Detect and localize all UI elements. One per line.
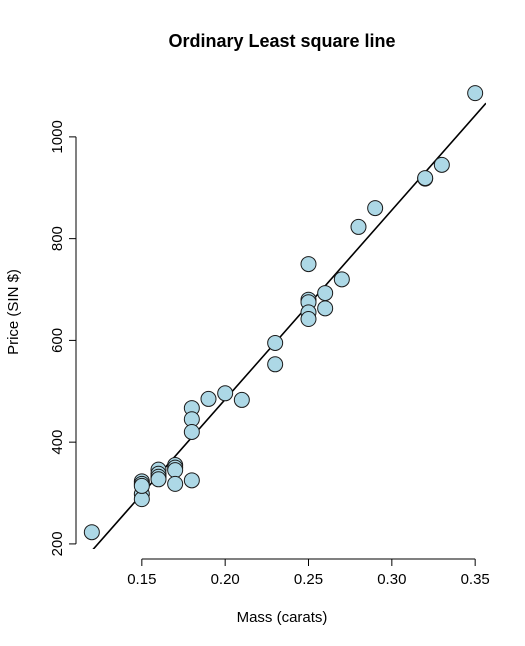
x-tick-label: 0.20 bbox=[211, 571, 240, 588]
data-point bbox=[350, 218, 367, 235]
data-point bbox=[200, 390, 217, 407]
x-tick-label: 0.25 bbox=[294, 571, 323, 588]
y-tick-label: 600 bbox=[49, 328, 66, 353]
data-point bbox=[167, 475, 184, 492]
data-point bbox=[417, 170, 434, 187]
data-point bbox=[183, 472, 200, 489]
data-point bbox=[467, 85, 484, 102]
x-tick-label: 0.35 bbox=[461, 571, 490, 588]
data-point bbox=[300, 256, 317, 273]
data-point bbox=[317, 300, 334, 317]
data-point bbox=[167, 462, 184, 479]
y-tick-label: 400 bbox=[49, 430, 66, 455]
data-point bbox=[333, 271, 350, 288]
data-point bbox=[267, 334, 284, 351]
y-axis: 200 400 600 800 1000 bbox=[49, 120, 77, 556]
y-axis-label: Price (SIN $) bbox=[5, 269, 22, 355]
chart-title: Ordinary Least square line bbox=[168, 31, 395, 51]
data-point bbox=[233, 391, 250, 408]
data-point bbox=[317, 285, 334, 302]
y-tick-label: 800 bbox=[49, 226, 66, 251]
data-point bbox=[300, 311, 317, 328]
data-point bbox=[433, 156, 450, 173]
data-point bbox=[150, 471, 167, 488]
data-point bbox=[267, 356, 284, 373]
x-axis-label: Mass (carats) bbox=[237, 609, 328, 626]
x-tick-label: 0.15 bbox=[127, 571, 156, 588]
y-tick-label: 1000 bbox=[49, 120, 66, 153]
plot-area bbox=[83, 85, 486, 549]
y-tick-label: 200 bbox=[49, 531, 66, 556]
x-axis: 0.15 0.20 0.25 0.30 0.35 bbox=[127, 558, 490, 588]
data-point bbox=[83, 524, 100, 541]
data-point bbox=[133, 477, 150, 494]
data-point bbox=[217, 385, 234, 402]
data-point bbox=[183, 423, 200, 440]
data-point bbox=[367, 200, 384, 217]
x-tick-label: 0.30 bbox=[377, 571, 406, 588]
